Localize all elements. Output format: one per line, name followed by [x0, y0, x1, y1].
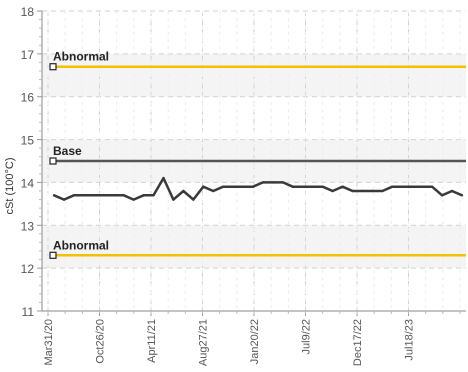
y-tick-label: 15 — [21, 134, 35, 148]
data-point — [241, 185, 245, 188]
data-point — [460, 194, 464, 197]
data-series — [52, 176, 464, 201]
y-tick-label: 16 — [21, 91, 35, 105]
y-tick-label: 17 — [21, 48, 35, 62]
data-point — [351, 189, 354, 193]
data-point — [202, 185, 205, 188]
y-tick-label: 18 — [21, 5, 35, 19]
y-axis-label: cSt (100°C) — [4, 158, 16, 215]
data-point — [291, 185, 294, 188]
data-point — [281, 181, 285, 184]
reference-marker — [49, 157, 57, 165]
x-tick-label: Jan20/22 — [249, 319, 261, 364]
x-tick-label: Jul18/23 — [404, 319, 416, 361]
y-tick-label: 11 — [22, 305, 35, 319]
data-point — [361, 189, 364, 193]
data-point — [391, 185, 394, 188]
data-point — [401, 185, 404, 188]
data-point — [231, 185, 235, 188]
data-point — [162, 176, 165, 180]
data-point — [311, 185, 314, 188]
series-line — [53, 176, 463, 201]
reference-label: Abnormal — [53, 50, 109, 64]
y-tick-label: 14 — [21, 176, 35, 190]
data-point — [411, 185, 414, 188]
x-axis-ticks: Mar31/20 Oct26/20 Apr11/21 Aug27/21 Jan20/22… — [43, 311, 461, 366]
data-point — [52, 194, 56, 197]
y-tick-label: 12 — [21, 262, 35, 276]
data-point — [261, 181, 265, 184]
data-point — [301, 185, 304, 188]
data-point — [271, 181, 275, 184]
reference-label: Base — [53, 144, 82, 158]
x-tick-label: Mar31/20 — [43, 319, 55, 365]
data-point — [440, 194, 444, 197]
data-point — [222, 185, 225, 188]
y-axis-ticks: 11 12 13 14 15 16 17 18 — [21, 5, 42, 319]
reference-label: Abnormal — [53, 238, 109, 252]
data-point — [331, 189, 334, 193]
data-point — [142, 194, 145, 197]
data-point — [421, 185, 424, 188]
reference-marker — [49, 251, 57, 259]
data-point — [62, 198, 66, 201]
data-point — [82, 194, 86, 197]
x-tick-label: Apr11/21 — [146, 319, 158, 363]
data-point — [132, 198, 135, 201]
data-point — [450, 189, 454, 193]
x-tick-label: Oct26/20 — [95, 319, 107, 364]
data-point — [251, 185, 255, 188]
y-tick-label: 13 — [21, 219, 35, 233]
reference-marker — [49, 63, 57, 71]
data-point — [172, 198, 175, 201]
data-point — [182, 189, 185, 193]
data-point — [212, 189, 215, 193]
data-point — [112, 194, 115, 197]
data-point — [341, 185, 344, 188]
x-tick-label: Dec17/22 — [352, 319, 364, 366]
data-point — [102, 194, 106, 197]
x-tick-label: Jul9/22 — [301, 319, 313, 354]
x-tick-label: Aug27/21 — [198, 319, 210, 366]
data-point — [122, 194, 125, 197]
data-point — [72, 194, 76, 197]
data-point — [381, 189, 384, 193]
data-point — [192, 198, 195, 201]
data-point — [430, 185, 434, 188]
reference-lines: Abnormal Base Abnormal — [49, 50, 466, 259]
data-point — [371, 189, 374, 193]
data-point — [152, 194, 155, 197]
data-point — [92, 194, 96, 197]
data-point — [321, 185, 324, 188]
